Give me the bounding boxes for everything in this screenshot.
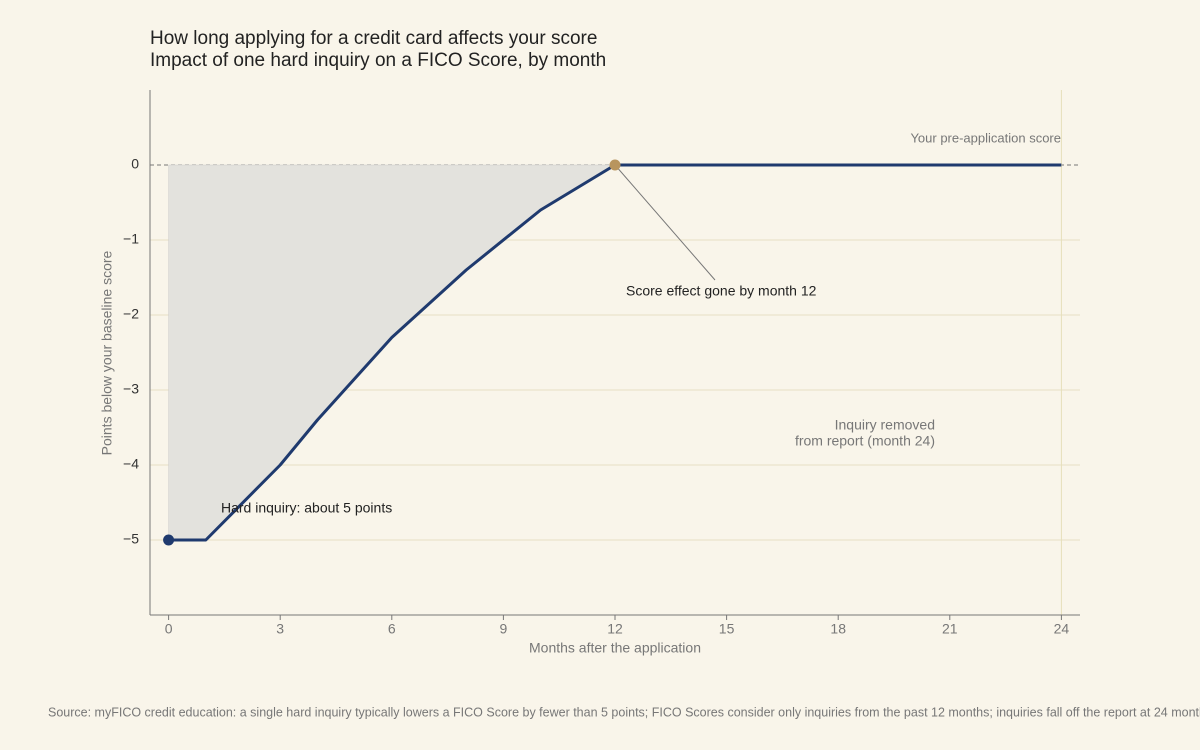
annotation: from report (month 24) [795, 433, 935, 449]
y-tick-label: −4 [123, 456, 139, 472]
x-tick-label: 3 [276, 621, 284, 637]
x-tick-label: 6 [388, 621, 396, 637]
y-tick-label: −5 [123, 531, 139, 547]
y-tick-label: −2 [123, 306, 139, 322]
line [168, 163, 1062, 542]
x-tick-label: 21 [942, 621, 958, 637]
annotation-leader [614, 164, 716, 281]
y-axis-label: Points below your baseline score [99, 250, 115, 455]
annotation: Hard inquiry: about 5 points [221, 500, 392, 516]
x-tick-label: 18 [830, 621, 846, 637]
x-tick-label: 12 [607, 621, 623, 637]
y-tick-label: −1 [123, 231, 139, 247]
recovery-marker [609, 159, 621, 171]
y-tick-label: 0 [131, 156, 139, 172]
y-tick-label: −3 [123, 381, 139, 397]
baseline-label: Your pre-application score [910, 130, 1061, 145]
start-marker [163, 534, 175, 546]
x-axis-label: Months after the application [529, 640, 701, 656]
x-tick-label: 9 [500, 621, 508, 637]
annotation: Inquiry removed [835, 417, 935, 433]
x-tick-label: 0 [165, 621, 173, 637]
source-note: Source: myFICO credit education: a singl… [48, 705, 1200, 719]
annotation: Score effect gone by month 12 [626, 283, 817, 299]
x-tick-label: 15 [719, 621, 735, 637]
x-tick-label: 24 [1054, 621, 1070, 637]
chart-subtitle: Impact of one hard inquiry on a FICO Sco… [150, 50, 606, 71]
chart-title: How long applying for a credit card affe… [150, 28, 597, 49]
